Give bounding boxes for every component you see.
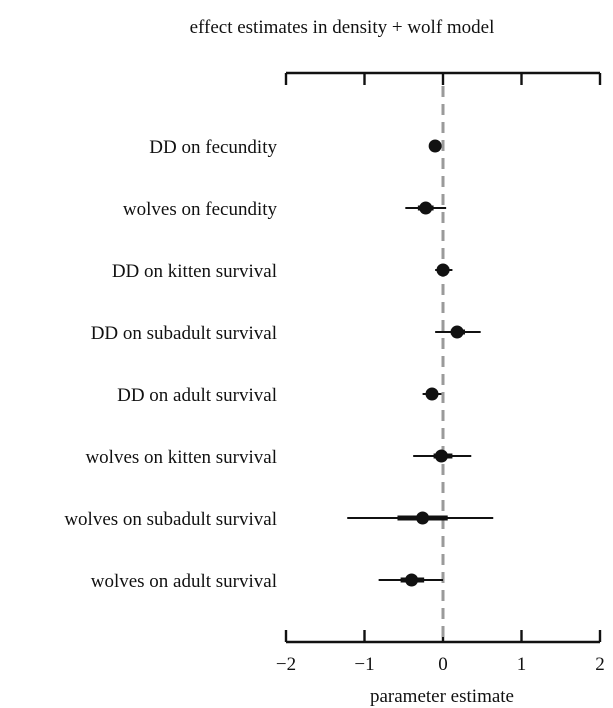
row-label: DD on adult survival [117, 385, 277, 406]
estimate-row: DD on adult survival [117, 385, 442, 406]
estimate-row: wolves on kitten survival [85, 447, 472, 468]
x-axis-label: parameter estimate [370, 686, 514, 707]
x-tick-label: 1 [517, 654, 527, 675]
point-estimate [419, 201, 433, 215]
chart-title: effect estimates in density + wolf model [190, 17, 495, 38]
x-tick-label: −2 [276, 654, 296, 675]
estimate-row: DD on fecundity [149, 137, 442, 158]
estimate-row: wolves on adult survival [91, 571, 443, 592]
x-tick-label: 2 [595, 654, 605, 675]
row-label: wolves on adult survival [91, 571, 277, 592]
bottom-axis: −2 −1 0 1 2 [276, 630, 605, 675]
row-label: DD on subadult survival [91, 323, 277, 344]
x-tick-label: 0 [438, 654, 448, 675]
row-label: wolves on subadult survival [64, 509, 277, 530]
point-estimate [425, 387, 439, 401]
top-axis [284, 71, 602, 85]
estimate-row: DD on subadult survival [91, 323, 481, 344]
point-estimate [450, 325, 464, 339]
estimate-rows: DD on fecundity wolves on fecundity DD on … [64, 137, 494, 592]
estimate-row: wolves on subadult survival [64, 509, 494, 530]
point-estimate [405, 573, 419, 587]
row-label: wolves on kitten survival [85, 447, 277, 468]
estimate-row: wolves on fecundity [123, 199, 447, 220]
point-estimate [436, 263, 450, 277]
x-tick-label: −1 [354, 654, 374, 675]
row-label: DD on fecundity [149, 137, 277, 158]
point-estimate [434, 449, 448, 463]
row-label: wolves on fecundity [123, 199, 278, 220]
point-estimate [428, 139, 442, 153]
row-label: DD on kitten survival [112, 261, 277, 282]
estimate-row: DD on kitten survival [112, 261, 453, 282]
point-estimate [416, 511, 430, 525]
